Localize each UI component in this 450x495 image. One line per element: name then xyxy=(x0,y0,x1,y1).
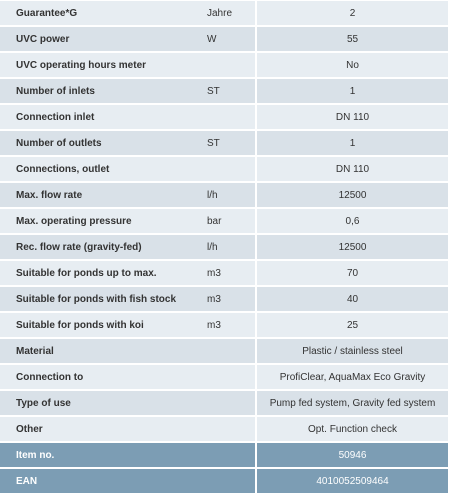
column-divider xyxy=(255,27,257,51)
spec-value: 40 xyxy=(257,287,448,311)
column-divider xyxy=(255,469,257,493)
spec-unit: m3 xyxy=(207,261,255,285)
spec-value: 1 xyxy=(257,79,448,103)
column-divider xyxy=(255,443,257,467)
spec-label: Connection inlet xyxy=(0,105,207,129)
spec-label: EAN xyxy=(0,469,207,493)
spec-unit xyxy=(207,391,255,415)
spec-label: Suitable for ponds up to max. xyxy=(0,261,207,285)
spec-label: Item no. xyxy=(0,443,207,467)
spec-label: Max. operating pressure xyxy=(0,209,207,233)
spec-value: DN 110 xyxy=(257,105,448,129)
spec-value: 1 xyxy=(257,131,448,155)
spec-row-uvc-power: UVC power W 55 xyxy=(0,27,448,51)
spec-row-ponds-max: Suitable for ponds up to max. m3 70 xyxy=(0,261,448,285)
spec-unit xyxy=(207,417,255,441)
spec-unit: l/h xyxy=(207,183,255,207)
spec-value: Pump fed system, Gravity fed system xyxy=(257,391,448,415)
column-divider xyxy=(255,339,257,363)
spec-row-ponds-koi: Suitable for ponds with koi m3 25 xyxy=(0,313,448,337)
spec-unit: m3 xyxy=(207,287,255,311)
spec-row-rec-flow-rate: Rec. flow rate (gravity-fed) l/h 12500 xyxy=(0,235,448,259)
spec-label: Type of use xyxy=(0,391,207,415)
spec-row-uvc-hours-meter: UVC operating hours meter No xyxy=(0,53,448,77)
column-divider xyxy=(255,183,257,207)
spec-row-connections-outlet: Connections, outlet DN 110 xyxy=(0,157,448,181)
spec-unit xyxy=(207,443,255,467)
spec-unit: m3 xyxy=(207,313,255,337)
column-divider xyxy=(255,287,257,311)
column-divider xyxy=(255,235,257,259)
spec-value: Plastic / stainless steel xyxy=(257,339,448,363)
spec-row-max-pressure: Max. operating pressure bar 0,6 xyxy=(0,209,448,233)
column-divider xyxy=(255,391,257,415)
column-divider xyxy=(255,157,257,181)
column-divider xyxy=(255,131,257,155)
spec-label: Suitable for ponds with koi xyxy=(0,313,207,337)
column-divider xyxy=(255,417,257,441)
spec-unit: ST xyxy=(207,131,255,155)
spec-row-outlets: Number of outlets ST 1 xyxy=(0,131,448,155)
spec-unit xyxy=(207,339,255,363)
spec-row-type-of-use: Type of use Pump fed system, Gravity fed… xyxy=(0,391,448,415)
spec-label: UVC operating hours meter xyxy=(0,53,207,77)
spec-unit xyxy=(207,365,255,389)
spec-value: 70 xyxy=(257,261,448,285)
spec-unit xyxy=(207,157,255,181)
spec-row-guarantee: Guarantee*G Jahre 2 xyxy=(0,1,448,25)
spec-label: Other xyxy=(0,417,207,441)
spec-row-ean: EAN 4010052509464 xyxy=(0,469,448,493)
spec-unit: W xyxy=(207,27,255,51)
spec-label: Material xyxy=(0,339,207,363)
spec-label: Number of inlets xyxy=(0,79,207,103)
spec-row-other: Other Opt. Function check xyxy=(0,417,448,441)
spec-label: Suitable for ponds with fish stock xyxy=(0,287,207,311)
spec-row-max-flow-rate: Max. flow rate l/h 12500 xyxy=(0,183,448,207)
spec-unit xyxy=(207,105,255,129)
spec-row-inlets: Number of inlets ST 1 xyxy=(0,79,448,103)
spec-label: UVC power xyxy=(0,27,207,51)
spec-value: No xyxy=(257,53,448,77)
spec-value: ProfiClear, AquaMax Eco Gravity xyxy=(257,365,448,389)
spec-value: 50946 xyxy=(257,443,448,467)
spec-label: Max. flow rate xyxy=(0,183,207,207)
column-divider xyxy=(255,313,257,337)
spec-label: Connections, outlet xyxy=(0,157,207,181)
spec-unit: ST xyxy=(207,79,255,103)
spec-value: DN 110 xyxy=(257,157,448,181)
spec-value: Opt. Function check xyxy=(257,417,448,441)
spec-unit: bar xyxy=(207,209,255,233)
spec-value: 4010052509464 xyxy=(257,469,448,493)
column-divider xyxy=(255,1,257,25)
spec-label: Number of outlets xyxy=(0,131,207,155)
spec-value: 55 xyxy=(257,27,448,51)
spec-label: Rec. flow rate (gravity-fed) xyxy=(0,235,207,259)
spec-row-connection-inlet: Connection inlet DN 110 xyxy=(0,105,448,129)
spec-value: 25 xyxy=(257,313,448,337)
spec-value: 12500 xyxy=(257,235,448,259)
spec-label: Guarantee*G xyxy=(0,1,207,25)
spec-value: 12500 xyxy=(257,183,448,207)
column-divider xyxy=(255,365,257,389)
column-divider xyxy=(255,79,257,103)
column-divider xyxy=(255,53,257,77)
spec-unit: Jahre xyxy=(207,1,255,25)
spec-unit xyxy=(207,469,255,493)
spec-unit: l/h xyxy=(207,235,255,259)
column-divider xyxy=(255,105,257,129)
spec-row-ponds-fish: Suitable for ponds with fish stock m3 40 xyxy=(0,287,448,311)
spec-value: 0,6 xyxy=(257,209,448,233)
column-divider xyxy=(255,209,257,233)
spec-value: 2 xyxy=(257,1,448,25)
column-divider xyxy=(255,261,257,285)
spec-label: Connection to xyxy=(0,365,207,389)
spec-row-item-no: Item no. 50946 xyxy=(0,443,448,467)
spec-row-connection-to: Connection to ProfiClear, AquaMax Eco Gr… xyxy=(0,365,448,389)
spec-unit xyxy=(207,53,255,77)
spec-row-material: Material Plastic / stainless steel xyxy=(0,339,448,363)
